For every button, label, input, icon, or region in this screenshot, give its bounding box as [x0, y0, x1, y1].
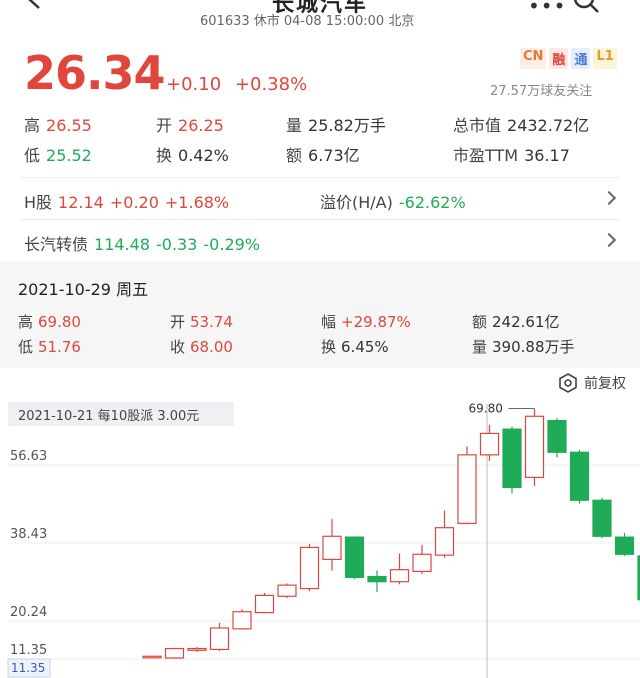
day-amplitude: 幅 +29.87%	[321, 313, 411, 331]
convertible-bond-row[interactable]: 长汽转债 114.48 -0.33 -0.29%	[24, 235, 261, 254]
dividend-annotation: 2021-10-21 每10股派 3.00元	[8, 402, 234, 426]
more-dots-icon[interactable]: •••	[528, 0, 567, 18]
candle-body	[164, 647, 185, 659]
chevron-right-icon[interactable]	[601, 190, 617, 206]
candle-body	[254, 594, 275, 614]
day-close: 收 68.00	[170, 338, 233, 356]
badge-group: CN 融 通 L1	[520, 48, 617, 69]
adjust-toggle[interactable]: 前复权	[558, 373, 626, 393]
candle-body	[187, 647, 207, 651]
candle-body	[209, 627, 230, 651]
candle-body	[367, 575, 387, 583]
day-amount: 额 242.61亿	[472, 313, 560, 331]
settings-hex-icon	[559, 373, 577, 393]
stat-turnover: 换 0.42%	[156, 146, 229, 165]
candle-body	[299, 546, 320, 590]
stat-amount: 额 6.73亿	[286, 146, 360, 165]
candle-body	[547, 419, 567, 453]
day-detail-panel: 2021-10-29 周五 高 69.80 开 53.74 幅 +29.87% 额 24…	[0, 262, 640, 368]
stat-open: 开 26.25	[156, 116, 224, 135]
badge-connect[interactable]: 通	[571, 48, 591, 69]
candle-body	[277, 584, 297, 597]
search-icon[interactable]	[572, 0, 600, 14]
y-tick-label: 11.35	[10, 643, 47, 658]
current-price: 26.34	[24, 46, 166, 100]
candle-body	[479, 432, 500, 456]
y-tick-label: 38.43	[10, 527, 47, 542]
change-value: +0.10	[166, 74, 222, 95]
candle-body	[142, 655, 162, 659]
stat-high: 高 26.55	[24, 116, 92, 135]
divider	[20, 177, 620, 178]
back-arrow-icon[interactable]	[22, 0, 48, 12]
stat-volume: 量 25.82万手	[286, 116, 386, 135]
h-share-premium: 溢价(H/A) -62.62%	[320, 193, 466, 212]
candle-body	[592, 499, 612, 537]
candle-body	[502, 428, 522, 489]
candle-body	[524, 415, 545, 478]
y-tick-label: 56.63	[10, 449, 47, 464]
chevron-right-icon[interactable]	[601, 232, 617, 248]
stat-pe: 市盈TTM 36.17	[453, 146, 570, 165]
candle-body	[389, 569, 410, 583]
day-open: 开 53.74	[170, 313, 233, 331]
day-high: 高 69.80	[18, 313, 81, 331]
page-title: 长城汽车	[272, 0, 369, 17]
badge-l1[interactable]: L1	[593, 48, 617, 69]
candle-body	[322, 535, 342, 561]
stat-low: 低 25.52	[24, 146, 92, 165]
badge-margin[interactable]: 融	[549, 48, 569, 69]
candle-body	[637, 555, 640, 601]
market-status: 601633 休市 04-08 15:00:00 北京	[200, 14, 415, 29]
price-change: +0.10 +0.38%	[166, 74, 307, 95]
candle-body	[232, 611, 252, 630]
price-tag-label: 11.35	[11, 661, 45, 675]
max-price-label: 69.80	[469, 402, 503, 416]
day-date: 2021-10-29 周五	[18, 280, 149, 299]
stat-market-cap: 总市值 2432.72亿	[453, 116, 590, 135]
h-share-row[interactable]: H股 12.14 +0.20 +1.68%	[24, 193, 230, 212]
price-tag	[7, 658, 51, 678]
candle-body	[569, 451, 590, 501]
day-low: 低 51.76	[18, 338, 81, 356]
change-percent: +0.38%	[234, 74, 308, 95]
badge-cn[interactable]: CN	[520, 48, 547, 69]
adjust-label: 前复权	[584, 376, 626, 392]
y-tick-label: 20.24	[10, 605, 47, 620]
divider	[20, 219, 620, 220]
candlestick-chart[interactable]: 56.63 38.43 20.24 11.35 69.80 11.35	[0, 398, 640, 678]
header: 长城汽车 601633 休市 04-08 15:00:00 北京 •••	[0, 0, 640, 40]
day-turnover: 换 6.45%	[321, 338, 389, 356]
candle-body	[434, 527, 455, 556]
candle-body	[614, 536, 635, 555]
candle-body	[457, 454, 477, 525]
candle-body	[344, 536, 365, 579]
candle-body	[412, 553, 432, 573]
followers-count: 27.57万球友关注	[490, 84, 593, 99]
day-volume: 量 390.88万手	[472, 338, 575, 356]
